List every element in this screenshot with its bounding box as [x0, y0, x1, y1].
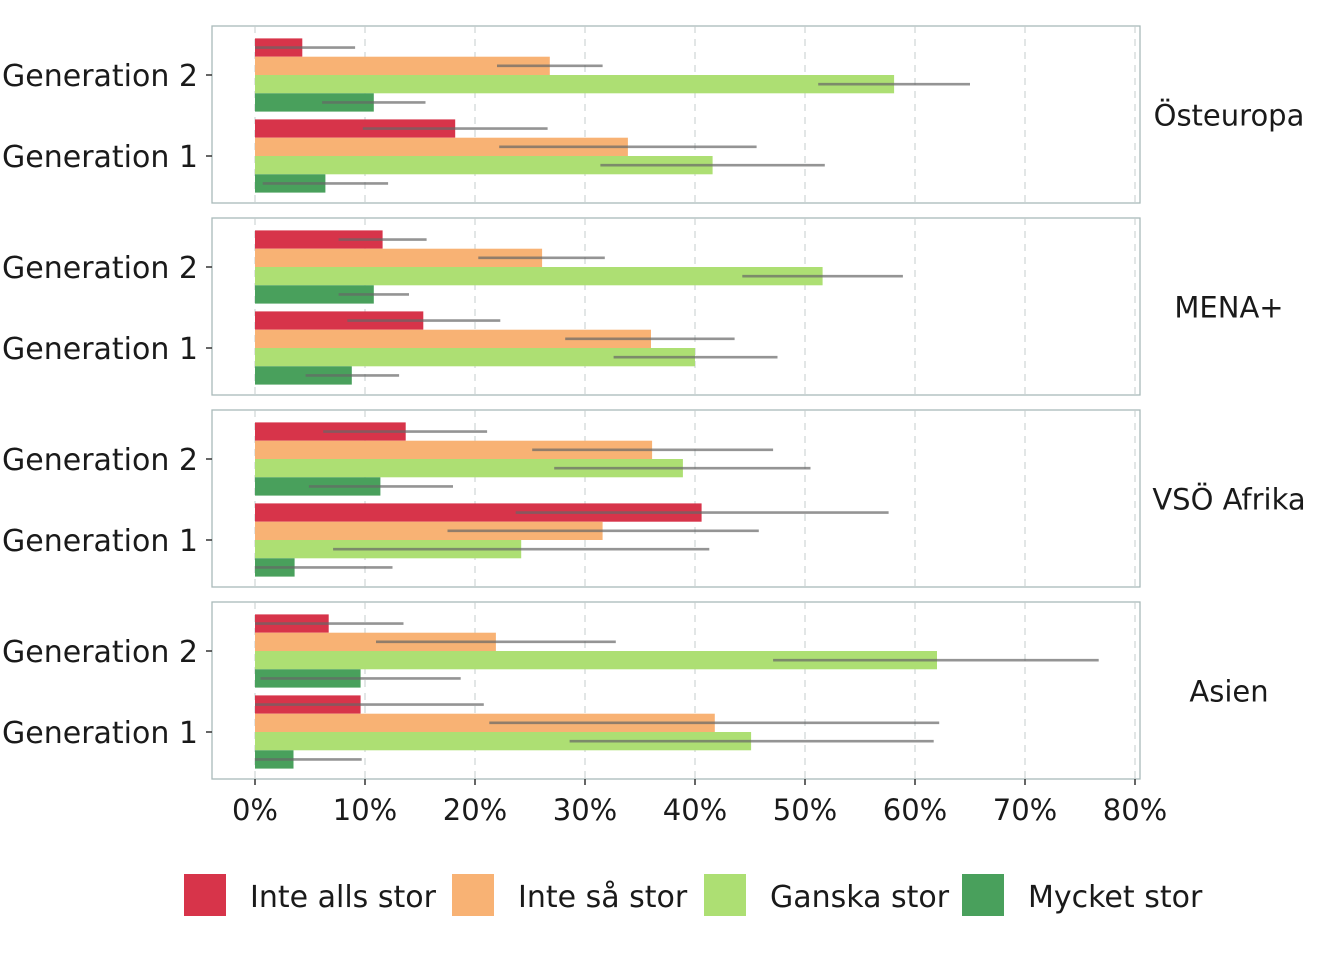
facet-label: MENA+	[1174, 291, 1283, 325]
bar	[255, 632, 496, 651]
legend-label: Inte så stor	[518, 880, 688, 915]
y-tick-label: Generation 2	[2, 59, 198, 94]
x-tick-label: 70%	[993, 793, 1057, 827]
bar	[255, 267, 823, 286]
legend-swatch	[184, 874, 226, 916]
bar	[255, 93, 374, 112]
x-axis: 0% 10% 20% 30% 40% 50% 60% 70% 80%	[232, 779, 1167, 827]
bar	[255, 713, 715, 732]
bar	[255, 459, 683, 478]
bar	[255, 366, 352, 385]
y-tick-label: Generation 1	[2, 524, 198, 559]
legend: Inte alls stor Inte så stor Ganska stor Myc…	[184, 874, 1203, 916]
panel: Generation 2 Generation 1 Östeuropa	[2, 25, 1305, 204]
x-tick-label: 50%	[773, 793, 837, 827]
bar	[255, 285, 374, 304]
y-tick-label: Generation 2	[2, 251, 198, 286]
bar	[255, 156, 713, 175]
y-tick-label: Generation 1	[2, 332, 198, 367]
bar	[255, 75, 895, 94]
y-tick-label: Generation 2	[2, 443, 198, 478]
y-tick-label: Generation 1	[2, 716, 198, 751]
legend-item: Ganska stor	[704, 874, 950, 916]
panel-frame	[211, 25, 1141, 204]
bar	[255, 651, 937, 670]
legend-swatch	[962, 874, 1004, 916]
x-tick-label: 80%	[1103, 793, 1167, 827]
legend-label: Inte alls stor	[250, 880, 437, 915]
bar	[255, 732, 752, 751]
legend-item: Mycket stor	[962, 874, 1203, 916]
legend-label: Ganska stor	[770, 880, 950, 915]
legend-item: Inte alls stor	[184, 874, 437, 916]
facet-label: VSÖ Afrika	[1152, 483, 1305, 517]
x-tick-label: 10%	[333, 793, 397, 827]
legend-label: Mycket stor	[1028, 880, 1203, 915]
y-tick-label: Generation 2	[2, 635, 198, 670]
x-tick-label: 30%	[553, 793, 617, 827]
x-tick-label: 20%	[443, 793, 507, 827]
bar	[255, 248, 543, 267]
facet-label: Östeuropa	[1154, 99, 1305, 133]
bar	[255, 137, 628, 156]
panel: Generation 2 Generation 1 VSÖ Afrika	[2, 409, 1306, 588]
x-tick-label: 60%	[883, 793, 947, 827]
bar	[255, 503, 702, 522]
panel-frame	[211, 601, 1141, 780]
bar	[255, 230, 383, 249]
legend-swatch	[452, 874, 494, 916]
bar	[255, 311, 424, 330]
bar	[255, 329, 651, 348]
x-tick-label: 0%	[232, 793, 278, 827]
bar	[255, 56, 550, 75]
legend-swatch	[704, 874, 746, 916]
bar	[255, 440, 653, 459]
bar	[255, 348, 695, 367]
legend-item: Inte så stor	[452, 874, 688, 916]
y-tick-label: Generation 1	[2, 140, 198, 175]
panel: Generation 2 Generation 1 MENA+	[2, 217, 1284, 396]
x-tick-label: 40%	[663, 793, 727, 827]
bar	[255, 119, 456, 138]
panel: Generation 2 Generation 1 Asien	[2, 601, 1269, 780]
facet-label: Asien	[1189, 675, 1268, 709]
bar	[255, 521, 603, 540]
